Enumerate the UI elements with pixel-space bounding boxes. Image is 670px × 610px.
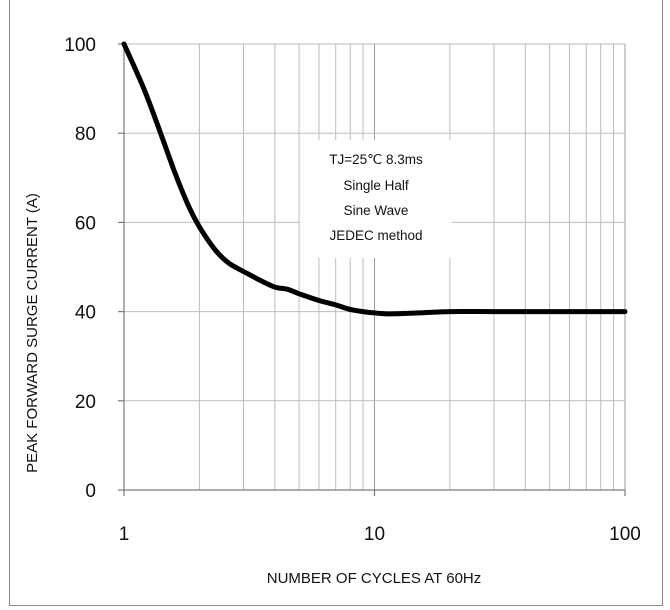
y-axis-title: PEAK FORWARD SURGE CURRENT (A) xyxy=(24,193,41,473)
y-tick-label: 100 xyxy=(64,35,96,56)
annotation-box: TJ=25℃ 8.3ms Single Half Sine Wave JEDEC… xyxy=(300,140,452,258)
axes xyxy=(118,43,626,496)
x-tick-label: 100 xyxy=(609,524,641,545)
x-tick-label: 10 xyxy=(364,524,385,545)
surge-current-curve xyxy=(121,41,628,317)
y-tick-label: 0 xyxy=(85,481,96,502)
x-axis-title: NUMBER OF CYCLES AT 60Hz xyxy=(267,570,482,587)
annotation-line-3: Sine Wave xyxy=(344,203,409,218)
x-tick-label: 1 xyxy=(119,524,130,545)
y-tick-label: 60 xyxy=(75,213,96,234)
annotation-line-1: TJ=25℃ 8.3ms xyxy=(329,152,423,167)
tick-labels: 0 20 40 60 80 100 1 10 100 xyxy=(64,35,641,545)
y-tick-label: 80 xyxy=(75,124,96,145)
y-tick-label: 20 xyxy=(75,392,96,413)
grid xyxy=(123,43,626,491)
y-tick-label: 40 xyxy=(75,303,96,324)
annotation-line-4: JEDEC method xyxy=(329,228,422,243)
series xyxy=(121,41,628,317)
annotation-line-2: Single Half xyxy=(343,178,409,193)
annotation-background xyxy=(300,140,452,258)
